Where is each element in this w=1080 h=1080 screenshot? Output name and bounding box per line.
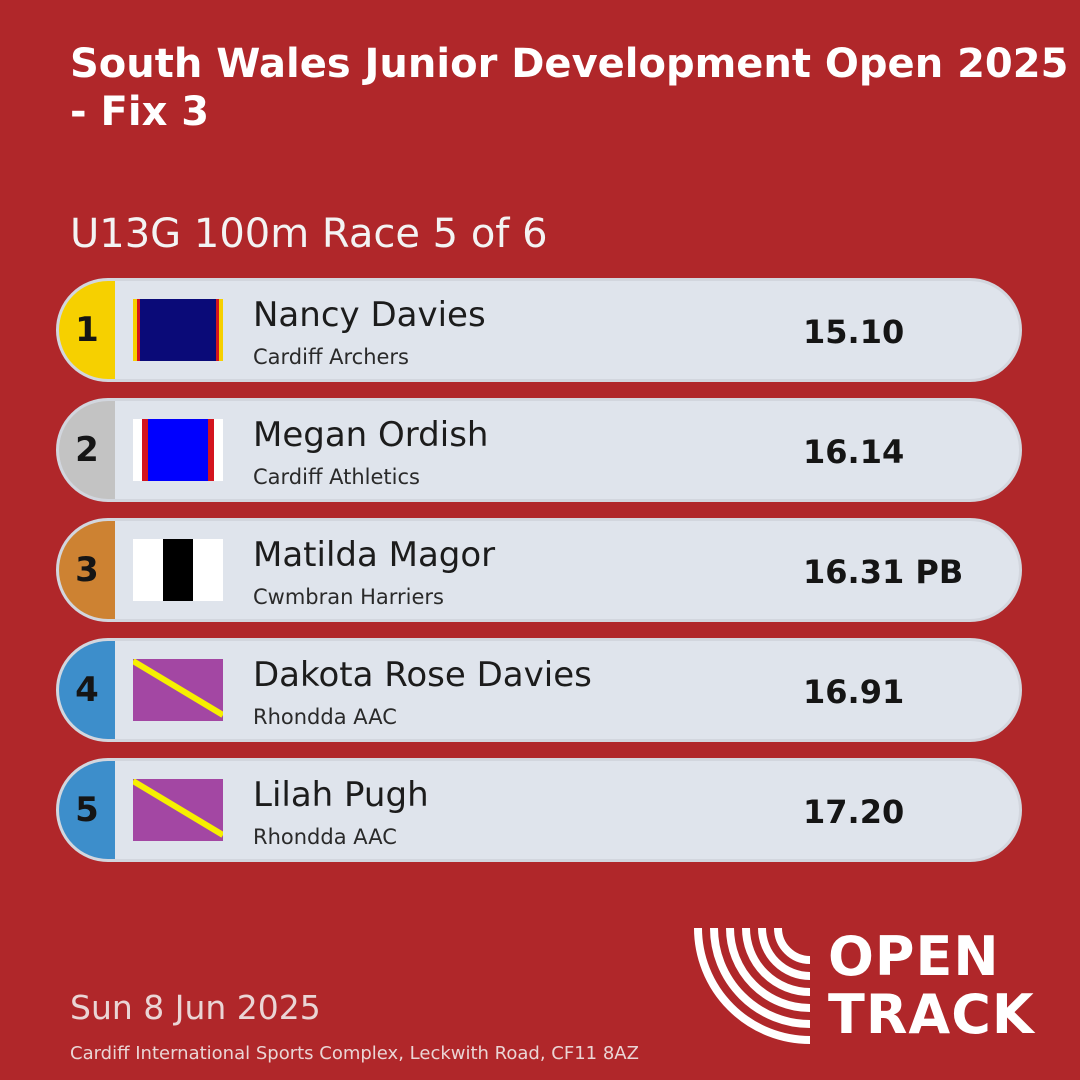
performance: 17.20 (803, 793, 905, 831)
athlete-name: Megan Ordish (253, 415, 489, 455)
result-row: 3 Matilda Magor Cwmbran Harriers 16.31 P… (56, 518, 1022, 622)
athlete-club: Rhondda AAC (253, 705, 397, 729)
race-title: U13G 100m Race 5 of 6 (70, 211, 548, 257)
rhondda-aac-flag (133, 779, 223, 841)
athlete-club: Cardiff Athletics (253, 465, 420, 489)
result-row: 5 Lilah Pugh Rhondda AAC 17.20 (56, 758, 1022, 862)
cwmbran-harriers-flag (133, 539, 223, 601)
athlete-club: Rhondda AAC (253, 825, 397, 849)
athlete-name: Nancy Davies (253, 295, 486, 335)
performance: 15.10 (803, 313, 905, 351)
results-list: 1 Nancy Davies Cardiff Archers 15.10 2 M… (56, 278, 1022, 878)
position-badge: 5 (59, 761, 115, 859)
performance: 16.91 (803, 673, 905, 711)
cardiff-archers-flag (133, 299, 223, 361)
logo-line-track: TRACK (828, 983, 1035, 1046)
track-lanes-icon (694, 928, 811, 1044)
rhondda-aac-flag (133, 659, 223, 721)
event-title-text: South Wales Junior Development Open 2025… (70, 41, 1069, 135)
position-badge: 2 (59, 401, 115, 499)
athlete-name: Dakota Rose Davies (253, 655, 592, 695)
cardiff-athletics-flag (133, 419, 223, 481)
event-date: Sun 8 Jun 2025 (70, 988, 321, 1027)
result-row: 2 Megan Ordish Cardiff Athletics 16.14 (56, 398, 1022, 502)
logo-wordmark: OPEN TRACK (828, 928, 1048, 1044)
result-row: 1 Nancy Davies Cardiff Archers 15.10 (56, 278, 1022, 382)
performance: 16.14 (803, 433, 905, 471)
athlete-club: Cwmbran Harriers (253, 585, 444, 609)
position-badge: 1 (59, 281, 115, 379)
opentrack-logo: OPEN TRACK (694, 928, 1054, 1048)
event-venue: Cardiff International Sports Complex, Le… (70, 1043, 639, 1064)
athlete-club: Cardiff Archers (253, 345, 409, 369)
event-title: South Wales Junior Development Open 2025… (70, 40, 1080, 136)
performance: 16.31 PB (803, 553, 964, 591)
logo-line-open: OPEN (828, 925, 1000, 988)
position-badge: 3 (59, 521, 115, 619)
athlete-name: Lilah Pugh (253, 775, 429, 815)
result-row: 4 Dakota Rose Davies Rhondda AAC 16.91 (56, 638, 1022, 742)
athlete-name: Matilda Magor (253, 535, 496, 575)
position-badge: 4 (59, 641, 115, 739)
